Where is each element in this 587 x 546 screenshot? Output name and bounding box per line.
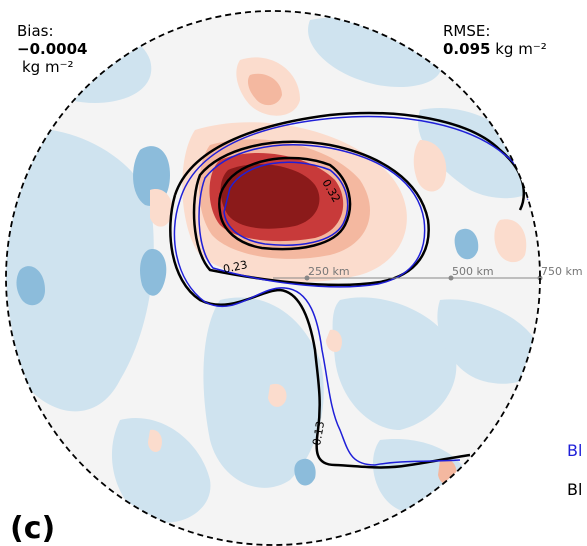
- range-label-500: 500 km: [452, 265, 494, 278]
- range-label-250: 250 km: [308, 265, 350, 278]
- contour-0.32: [217, 156, 352, 251]
- contour-0.23: [192, 140, 430, 287]
- contour-label-0.13: 0.13: [310, 420, 327, 446]
- domain-boundary: [5, 10, 541, 546]
- blue-contour-lower: [173, 199, 461, 466]
- rmse-title: RMSE:: [443, 22, 491, 40]
- bias-unit: kg m⁻²: [22, 58, 74, 76]
- bias-value: −0.0004: [17, 40, 88, 58]
- rmse-value-line: 0.095 kg m⁻²: [443, 40, 547, 58]
- negative-anomaly-light: [6, 17, 540, 523]
- rmse-unit: kg m⁻²: [495, 40, 547, 58]
- blue-contour-mid: [198, 144, 426, 288]
- bias-title: Bias:: [17, 22, 54, 40]
- legend-entry-black: Bl: [567, 480, 583, 499]
- reference-contours: [169, 111, 525, 469]
- contour-label-0.23: 0.23: [222, 258, 249, 276]
- legend-entry-blue: Bl: [567, 441, 583, 460]
- range-label-750: 750 km: [541, 265, 583, 278]
- blue-contour-inner: [223, 161, 349, 246]
- rmse-value: 0.095: [443, 40, 491, 58]
- negative-anomaly-medium: [16, 146, 479, 486]
- radial-axis: 250 km 500 km 750 km: [273, 265, 583, 281]
- range-tick-250: [304, 275, 310, 281]
- positive-anomaly-dark: [220, 164, 320, 229]
- contour-0.13-lower: [169, 194, 471, 469]
- range-tick-500: [448, 275, 454, 281]
- panel-label: (c): [10, 511, 56, 546]
